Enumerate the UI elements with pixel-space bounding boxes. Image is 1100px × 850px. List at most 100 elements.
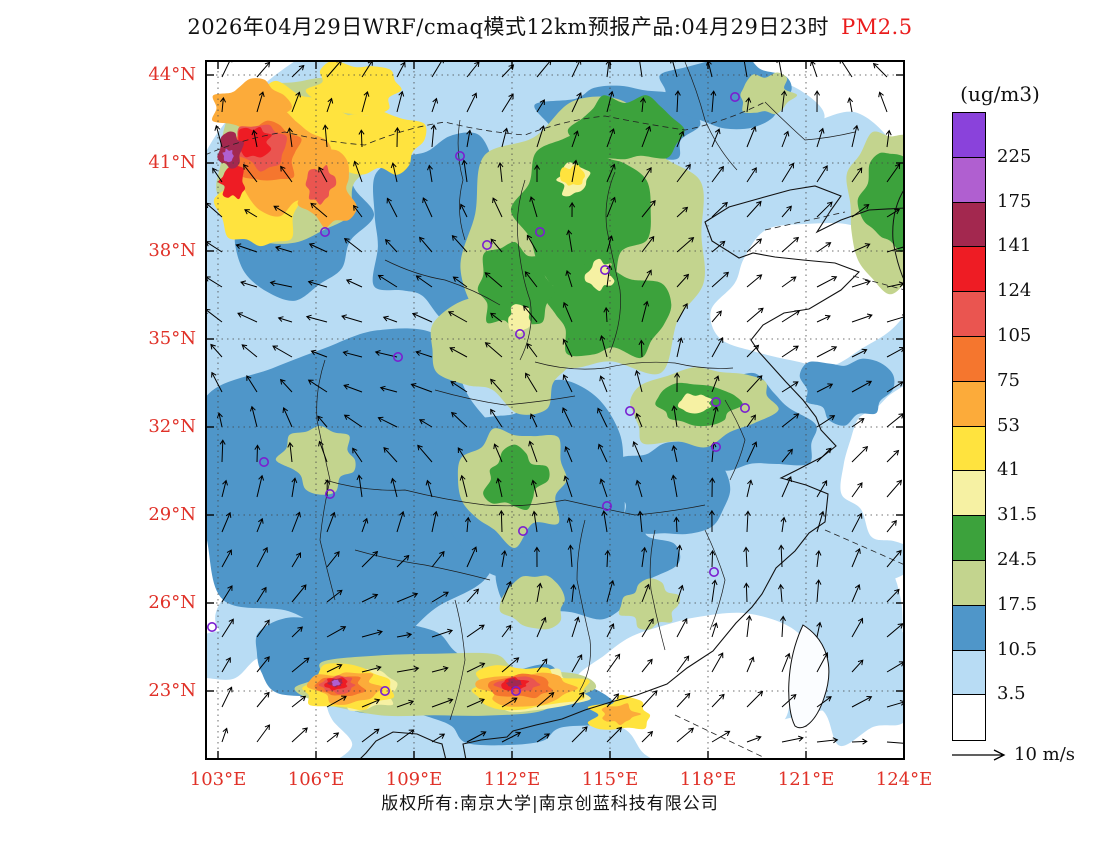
contour-blob [618,578,681,630]
wind-arrow [221,618,234,638]
wind-arrow [601,510,608,533]
contour-blob [508,304,532,334]
wind-arrow [816,415,836,428]
wind-arrow [492,197,503,218]
wind-arrow [746,690,764,708]
wind-arrow [523,305,538,323]
wind-arrow [394,126,401,148]
wind-arrow [816,127,825,148]
wind-arrow [562,407,573,428]
wind-arrow [221,549,232,568]
wind-arrow [816,737,839,744]
wind-arrow [599,334,608,358]
wind-arrow [452,276,468,288]
wind-arrow [816,276,838,288]
wind-arrow [886,519,897,533]
wind-arrow [674,90,681,113]
wind-arrow [256,546,268,568]
province-boundary [534,361,734,370]
wind-arrow [345,278,363,288]
wind-arrow [353,204,363,218]
wind-arrow [636,60,643,78]
wind-arrow [711,693,725,708]
wind-arrow [711,375,720,393]
wind-arrow [676,206,689,218]
dashed-boundary [764,211,846,231]
wind-arrow [886,208,901,218]
wind-arrow [566,229,573,253]
wind-arrow [447,311,468,323]
wind-arrow [251,129,258,148]
wind-arrow [815,550,822,568]
wind-arrow [851,124,859,148]
wind-arrow [886,163,901,183]
title-main: 2026年04月29日WRF/cmaq模式12km预报产品:04月29日23时 [187,15,830,39]
wind-arrow [396,729,415,743]
legend-value-label: 105 [997,325,1032,346]
wind-arrow [781,345,799,358]
contour-blob [764,590,905,746]
wind-arrow [256,517,264,533]
wind-arrow [744,510,751,533]
wind-arrow [599,375,608,393]
wind-vector-layer [205,60,905,747]
wind-arrow [529,196,538,218]
wind-arrow [851,617,864,638]
wind-arrow [326,511,336,533]
wind-arrow [816,346,838,358]
wind-arrow [256,691,270,708]
wind-arrow [273,205,293,218]
wind-arrow [606,90,615,113]
wind-arrow [425,479,433,498]
wind-arrow [536,582,543,603]
wind-arrow [390,162,398,183]
wind-arrow [872,62,888,78]
station-marker [624,405,635,416]
wind-arrow [497,162,504,183]
wind-arrow [451,234,468,253]
wind-arrow [711,622,719,638]
wind-arrow [361,593,379,603]
wind-arrow [816,242,832,253]
wind-arrow [606,726,623,743]
dashed-boundary [205,101,766,156]
wind-arrow [711,730,731,743]
legend-color-box [953,292,985,337]
wind-arrow [318,166,328,183]
station-marker [207,621,217,632]
wind-arrow [274,245,293,253]
wind-arrow [530,479,538,498]
wind-arrow [430,124,437,148]
wind-arrow [709,549,716,568]
wind-arrow [341,314,363,323]
wind-arrow [746,125,757,148]
wind-arrow [746,274,763,288]
wind-arrow [635,479,643,498]
wind-arrow [396,61,406,78]
wind-arrow [490,238,503,253]
boundary-layer [316,61,905,760]
wind-arrow [641,166,652,183]
wind-arrow [411,312,433,323]
wind-arrow [711,337,724,358]
wind-arrow [396,699,415,708]
wind-arrow [280,165,293,183]
wind-arrow [746,200,762,218]
wind-arrow [781,162,795,183]
wind-arrow [604,549,611,568]
title-species: PM2.5 [841,15,913,39]
wind-arrow [571,616,580,638]
lon-tick-label: 103°E [189,769,247,790]
wind-arrow [484,272,503,288]
station-marker [514,328,525,339]
wind-arrow [641,546,648,568]
station-marker [393,351,404,362]
wind-arrow [671,405,678,428]
wind-arrow [410,383,433,393]
province-boundary [704,529,726,631]
wind-arrow [676,584,684,603]
legend-color-box [953,516,985,561]
wind-arrow [641,618,654,638]
station-marker [380,685,391,696]
